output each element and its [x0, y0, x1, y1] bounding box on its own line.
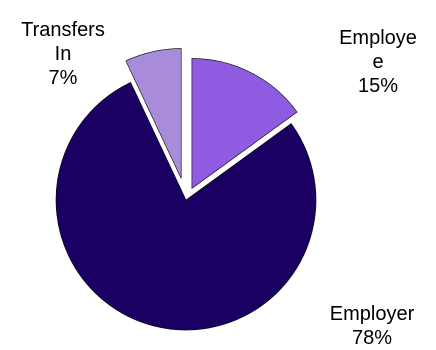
label-transfers-in-line-1: Transfers	[21, 19, 105, 41]
label-transfers-in: Transfers In 7%	[2, 18, 124, 90]
label-employee-line-1: Employe	[339, 27, 417, 49]
pie-slice-transfers-in	[125, 48, 182, 179]
label-employee-value: 15%	[357, 75, 399, 97]
label-employer-value: 78%	[351, 327, 393, 349]
label-employer: Employer 78%	[308, 302, 436, 350]
label-employee-line-2: e	[372, 51, 384, 73]
label-employer-line-1: Employer	[329, 303, 415, 325]
label-transfers-in-value: 7%	[48, 67, 78, 89]
pie-slice-employer	[55, 81, 317, 331]
label-transfers-in-line-2: In	[54, 43, 72, 65]
pie-slice-employee	[191, 58, 298, 190]
label-employee: Employe e 15%	[325, 26, 431, 98]
